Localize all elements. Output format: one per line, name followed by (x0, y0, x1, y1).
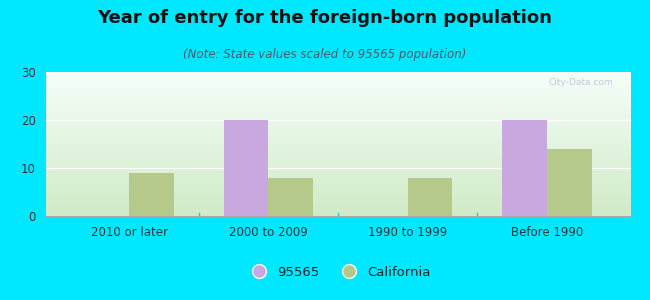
Text: (Note: State values scaled to 95565 population): (Note: State values scaled to 95565 popu… (183, 48, 467, 61)
Text: Year of entry for the foreign-born population: Year of entry for the foreign-born popul… (98, 9, 552, 27)
Bar (408, 178, 452, 216)
Bar (224, 120, 268, 216)
Bar (547, 149, 592, 216)
Bar (129, 173, 174, 216)
Text: City-Data.com: City-Data.com (549, 78, 613, 87)
Legend: 95565, California: 95565, California (240, 261, 436, 284)
Bar (502, 120, 547, 216)
Bar (268, 178, 313, 216)
